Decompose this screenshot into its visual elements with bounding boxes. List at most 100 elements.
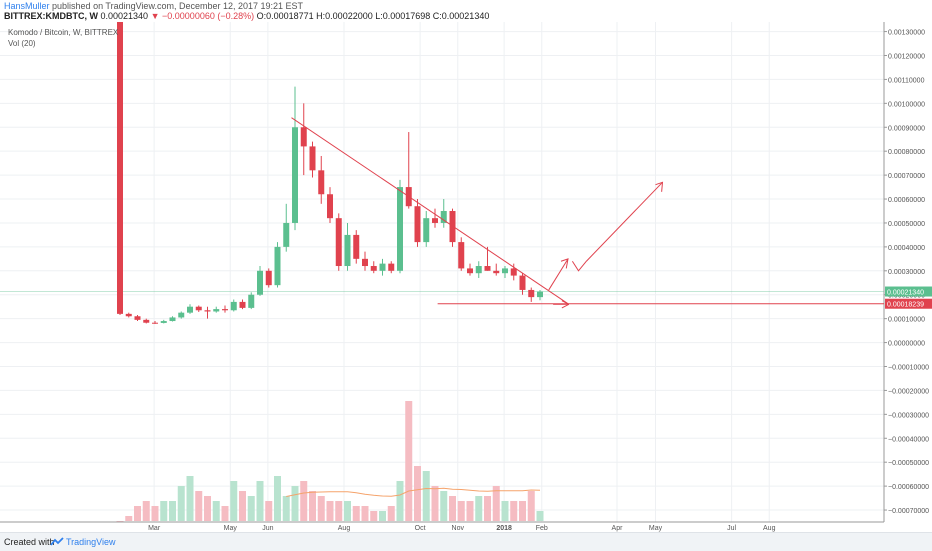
time-axis-label: 2018 bbox=[496, 525, 512, 532]
projection-arrow-head bbox=[560, 258, 569, 269]
volume-bar bbox=[116, 521, 124, 522]
candle-body bbox=[143, 319, 150, 323]
candle-body bbox=[475, 266, 482, 274]
support-arrow-head bbox=[561, 303, 570, 309]
price-axis-label: 0.00040000 bbox=[888, 245, 925, 252]
time-axis-label: May bbox=[649, 525, 663, 532]
chart-svg[interactable]: 0.00130000 0.00120000 0.00110000 0.00100000… bbox=[0, 22, 932, 532]
volume-bar bbox=[151, 506, 159, 521]
price-tag-box bbox=[885, 298, 932, 309]
candle-body bbox=[388, 263, 395, 271]
candle-body bbox=[283, 222, 290, 247]
time-axis-label: Aug bbox=[763, 525, 776, 532]
candle-body bbox=[125, 313, 132, 317]
candle-body bbox=[222, 309, 228, 311]
volume-bar bbox=[265, 501, 273, 521]
volume-ma-line bbox=[286, 487, 541, 497]
projection-arrow-target-head bbox=[655, 181, 664, 192]
volume-bar bbox=[326, 501, 334, 521]
candle-body bbox=[362, 258, 368, 267]
volume-bar bbox=[405, 401, 413, 521]
volume-bar bbox=[510, 501, 518, 521]
price-tag-label: 0.00018239 bbox=[887, 302, 924, 309]
volume-bar bbox=[300, 481, 308, 521]
candle-body bbox=[379, 263, 386, 271]
volume-bar bbox=[449, 496, 456, 521]
price-axis-label: 0.00030000 bbox=[888, 269, 925, 276]
candle-body bbox=[274, 246, 281, 286]
symbol-line: BITTREX:KMDBTC, W 0.00021340 ▼ −0.000000… bbox=[4, 11, 489, 22]
volume-bar bbox=[256, 481, 264, 521]
time-axis-label: Aug bbox=[338, 525, 351, 532]
volume-bar bbox=[212, 501, 220, 521]
candle-body bbox=[239, 301, 246, 308]
volume-bar bbox=[519, 501, 526, 521]
chart-area[interactable]: 0.00130000 0.00120000 0.00110000 0.00100000… bbox=[0, 22, 932, 532]
price-axis-label: 0.00130000 bbox=[888, 30, 925, 37]
volume-bar bbox=[317, 496, 325, 521]
volume-bar bbox=[422, 471, 430, 521]
time-axis-label: Mar bbox=[148, 525, 161, 532]
volume-bar bbox=[186, 476, 194, 521]
ohlc-values: O:0.00018771 H:0.00022000 L:0.00017698 C… bbox=[256, 11, 490, 21]
volume-bar bbox=[475, 496, 483, 521]
volume-bar bbox=[414, 466, 421, 521]
candle-body bbox=[195, 306, 202, 311]
symbol-name: BITTREX:KMDBTC, W bbox=[4, 11, 98, 21]
volume-bar bbox=[527, 491, 535, 521]
candle-body bbox=[502, 268, 508, 274]
candle-body bbox=[257, 270, 263, 295]
down-arrow-icon: ▼ bbox=[150, 11, 160, 21]
price-axis-label: 0.00120000 bbox=[888, 53, 925, 60]
candle-body bbox=[528, 289, 535, 298]
candle-body bbox=[134, 316, 141, 320]
candle-body bbox=[335, 218, 342, 267]
volume-legend: Vol (20) bbox=[8, 39, 36, 48]
volume-bar bbox=[309, 491, 316, 521]
created-with-text: Created with bbox=[4, 537, 55, 547]
volume-bar bbox=[221, 506, 229, 521]
candle-body bbox=[458, 242, 465, 269]
candle-body bbox=[344, 234, 351, 267]
price-axis-label: 0.00110000 bbox=[888, 77, 925, 84]
candle-body bbox=[213, 309, 220, 312]
candle-body bbox=[414, 206, 421, 243]
volume-bar bbox=[335, 501, 343, 521]
price-axis-label: 0.00090000 bbox=[888, 125, 925, 132]
volume-bar bbox=[125, 516, 133, 521]
volume-bar bbox=[466, 501, 474, 521]
price-axis-label: −0.00010000 bbox=[888, 364, 929, 371]
volume-bar bbox=[230, 481, 238, 521]
candle-body bbox=[318, 170, 325, 195]
tradingview-brand-link[interactable]: TradingView bbox=[66, 537, 116, 547]
price-axis-label: −0.00070000 bbox=[888, 508, 929, 515]
candle-body bbox=[397, 187, 403, 271]
candle-body bbox=[169, 317, 176, 322]
price-axis-label: 0.00100000 bbox=[888, 101, 925, 108]
volume-bar bbox=[177, 486, 185, 521]
trendline bbox=[291, 117, 570, 305]
price-axis-label: 0.00010000 bbox=[888, 317, 925, 324]
price-axis-label: 0.00050000 bbox=[888, 221, 925, 228]
candle-body bbox=[432, 218, 438, 223]
author-link[interactable]: HansMuller bbox=[4, 1, 50, 11]
volume-bar bbox=[379, 511, 386, 521]
candle-body bbox=[309, 146, 316, 171]
volume-bar bbox=[160, 501, 168, 521]
time-axis-label: May bbox=[224, 525, 238, 532]
volume-bar bbox=[396, 481, 404, 521]
volume-bar bbox=[370, 511, 378, 521]
time-axis-label: Jun bbox=[262, 525, 273, 532]
candle-body bbox=[327, 194, 333, 219]
candle-body bbox=[265, 270, 272, 286]
candle-body bbox=[467, 268, 473, 274]
support-arrow-head bbox=[561, 300, 570, 305]
candle-body bbox=[117, 22, 123, 314]
volume-bar bbox=[282, 496, 290, 521]
candle-body bbox=[160, 321, 167, 323]
candle-body bbox=[423, 218, 430, 243]
volume-bar bbox=[387, 506, 395, 521]
price-axis-label: −0.00020000 bbox=[888, 388, 929, 395]
series-legend: Komodo / Bitcoin, W, BITTREX bbox=[8, 28, 119, 37]
candle-body bbox=[537, 291, 543, 298]
